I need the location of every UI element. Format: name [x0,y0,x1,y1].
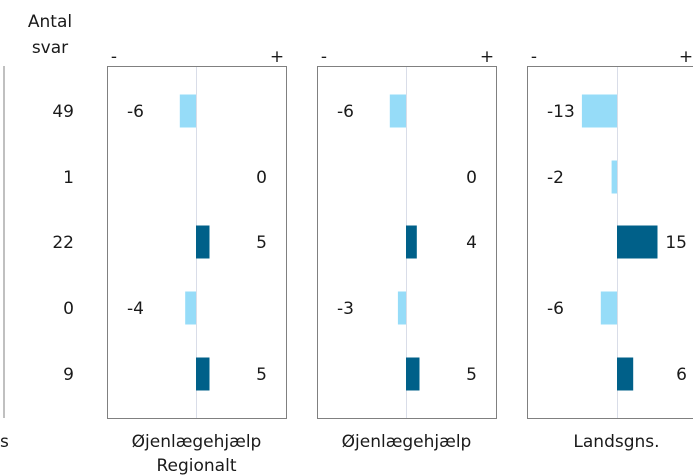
data-label: 0 [466,168,477,188]
bar-positive [406,225,417,259]
bar-positive [617,357,634,391]
response-count: 49 [52,102,74,122]
data-label: -3 [337,299,354,319]
antal-label: Antal [28,12,72,32]
data-label: -13 [547,102,575,122]
response-count: 22 [52,233,74,253]
response-count: 1 [63,168,74,188]
data-label: -6 [127,102,144,122]
negative-direction-marker: - [531,47,537,67]
panel-3: - + -13 -2 15 -6 6 Landsgns. [527,47,693,452]
bar-negative [179,94,196,128]
bar-positive [406,357,420,391]
data-label: -2 [547,168,564,188]
bar-positive [617,225,658,259]
panel-frame [107,66,287,419]
negative-direction-marker: - [111,47,117,67]
response-count: 0 [63,299,74,319]
panel-frame [527,66,693,419]
data-label: 5 [466,365,477,385]
data-label: -4 [127,299,144,319]
bar-negative [185,291,196,325]
panel-1: - + -6 0 5 -4 5 Øjenlægehjælp Regionalt [107,47,287,476]
panel-frame [317,66,497,419]
panel-2: - + -6 0 4 -3 5 Øjenlægehjælp [317,47,497,452]
data-label: 6 [676,365,687,385]
data-label: 0 [256,168,267,188]
bar-positive [196,357,210,391]
bar-negative [581,94,617,128]
negative-direction-marker: - [321,47,327,67]
svar-label: svar [32,38,68,58]
data-label: 5 [256,365,267,385]
series-label: Øjenlægehjælp [342,432,472,452]
left-cut-label-fragment: s [0,432,9,452]
bar-negative [600,291,617,325]
data-label: -6 [337,102,354,122]
bar-positive [196,225,210,259]
positive-direction-marker: + [270,47,284,67]
series-label: Regionalt [156,456,236,476]
data-label: -6 [547,299,564,319]
data-label: 4 [466,233,477,253]
response-count: 9 [63,365,74,385]
data-label: 15 [665,233,687,253]
data-label: 5 [256,233,267,253]
response-count-column: 49 1 22 0 9 [52,102,74,385]
positive-direction-marker: + [679,47,693,67]
positive-direction-marker: + [480,47,494,67]
series-label: Øjenlægehjælp [132,432,262,452]
bar-negative [389,94,406,128]
series-label: Landsgns. [573,432,659,452]
bar-negative [611,160,617,194]
bar-negative [397,291,406,325]
